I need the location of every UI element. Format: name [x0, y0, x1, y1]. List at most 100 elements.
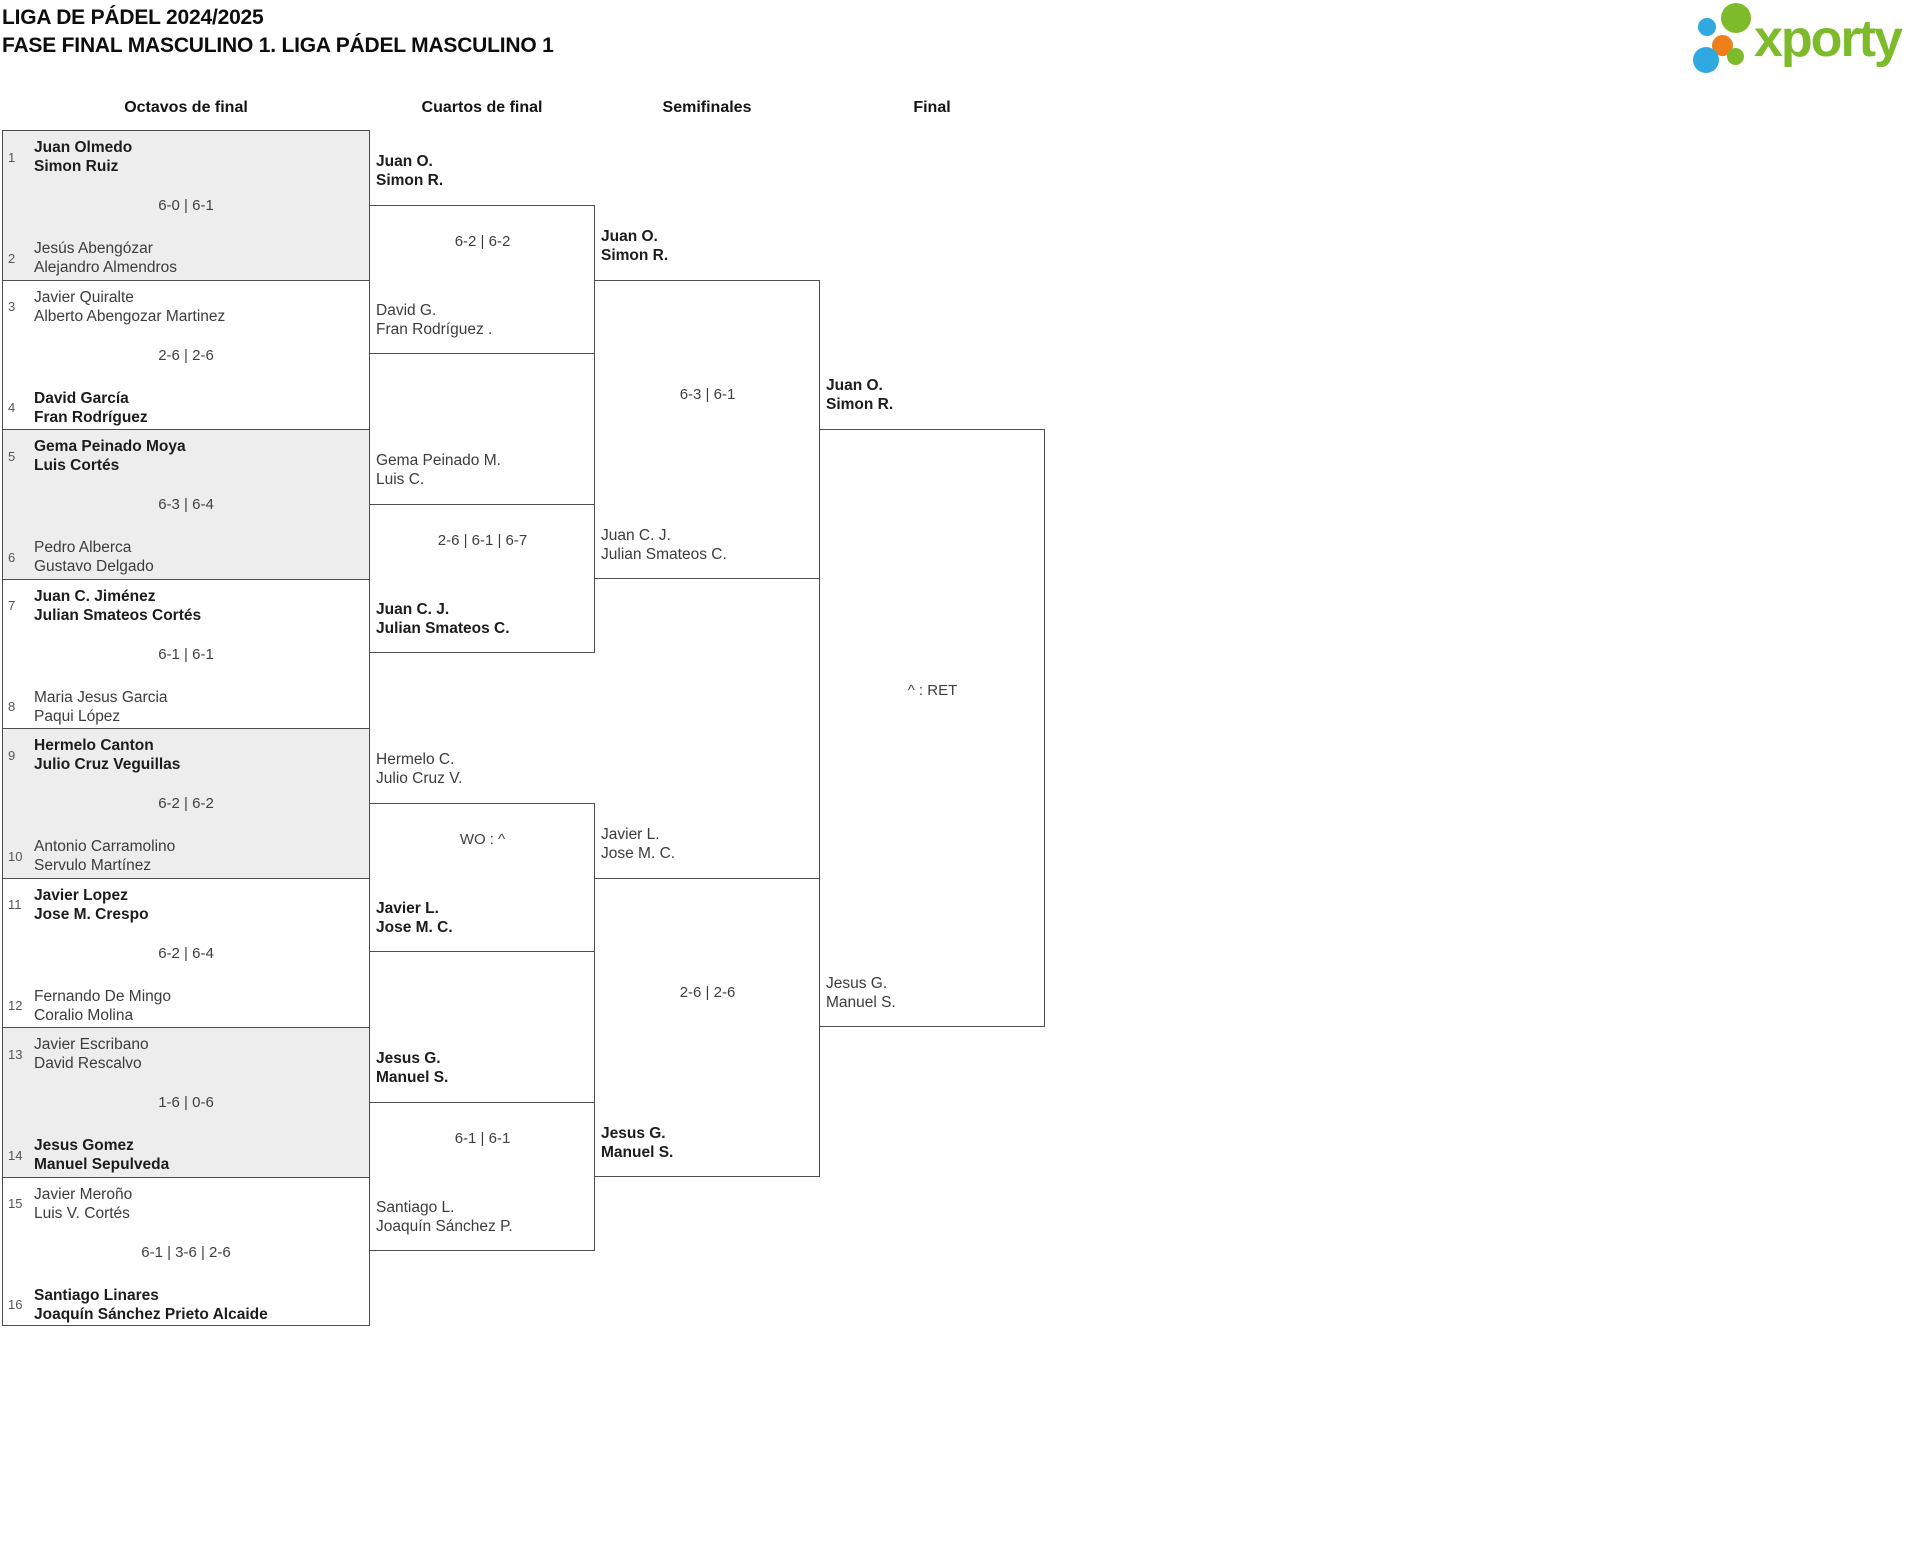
seed-number: 11	[8, 897, 22, 912]
seed-number: 15	[8, 1196, 23, 1211]
advancing-team: David G. Fran Rodríguez .	[376, 298, 492, 339]
team-pair: Santiago Linares Joaquín Sánchez Prieto …	[34, 1286, 363, 1324]
octavos-match-box: 11 Javier Lopez Jose M. Crespo 6-2 | 6-4…	[2, 877, 370, 1027]
player-line: Julio Cruz Veguillas	[34, 756, 181, 773]
advancing-team: Juan C. J. Julian Smateos C.	[601, 523, 727, 564]
advancing-team: Juan C. J. Julian Smateos C.	[376, 597, 510, 638]
round-header-octavos: Octavos de final	[124, 99, 248, 116]
seed-number: 4	[8, 400, 16, 415]
seed-number: 6	[8, 549, 16, 565]
player-line: Fran Rodríguez	[34, 408, 148, 426]
player-line: Jesus G.	[376, 1049, 441, 1067]
advancing-team: Jesus G. Manuel S.	[826, 971, 896, 1012]
quarterfinal-match-box	[369, 1101, 595, 1252]
team-pair: Maria Jesus Garcia Paqui López	[34, 688, 363, 726]
player-line: Jesus G.	[601, 1124, 666, 1142]
octavos-match-box: 3 Javier Quiralte Alberto Abengozar Mart…	[2, 279, 370, 429]
xporty-logo[interactable]: xporty	[1690, 0, 1920, 78]
match-score: 6-3 | 6-1	[679, 386, 736, 403]
advancing-team: Javier L. Jose M. C.	[376, 896, 453, 937]
team-pair: Juan Olmedo Simon Ruiz	[34, 138, 363, 176]
player-line: Gema Peinado Moya	[34, 438, 186, 455]
player-line: Julio Cruz V.	[376, 769, 463, 787]
match-score: 6-0 | 6-1	[158, 197, 214, 214]
page-title: LIGA DE PÁDEL 2024/2025	[2, 6, 264, 29]
round-header-semifinales: Semifinales	[662, 99, 752, 116]
match-score: 2-6 | 6-1 | 6-7	[437, 532, 528, 550]
player-line: Simon R.	[826, 396, 894, 413]
player-line: Jose M. C.	[601, 844, 676, 862]
advancing-team: Juan O. Simon R.	[826, 373, 893, 414]
match-score: 1-6 | 0-6	[158, 1094, 214, 1111]
seed-number: 9	[8, 747, 16, 763]
player-line: Manuel S.	[826, 994, 896, 1011]
player-line: Alberto Abengozar Martinez	[34, 307, 226, 325]
seed-number: 3	[8, 299, 16, 314]
player-line: Juan O.	[601, 227, 658, 245]
player-line: Javier Meroño	[34, 1185, 133, 1203]
player-line: Simon Ruiz	[34, 158, 119, 175]
match-score: 6-1 | 3-6 | 2-6	[141, 1243, 231, 1261]
logo-dot-green-large-icon	[1721, 3, 1751, 33]
player-line: Jesús Abengózar	[34, 240, 153, 257]
player-line: Jose M. Crespo	[34, 905, 149, 923]
match-score: 6-3 | 6-4	[158, 496, 214, 513]
player-line: Juan Olmedo	[34, 139, 133, 156]
team-pair: David García Fran Rodríguez	[34, 389, 363, 427]
advancing-team: Jesus G. Manuel S.	[601, 1121, 673, 1162]
player-line: Manuel S.	[376, 1068, 449, 1086]
player-line: Juan O.	[376, 152, 433, 170]
player-line: Simon R.	[376, 171, 444, 189]
player-line: Gema Peinado M.	[376, 451, 501, 469]
octavos-match-box: 13 Javier Escribano David Rescalvo 1-6 |…	[2, 1027, 370, 1177]
player-line: Javier L.	[376, 900, 439, 918]
team-pair: Javier Meroño Luis V. Cortés	[34, 1185, 363, 1223]
team-pair: Javier Quiralte Alberto Abengozar Martin…	[34, 288, 363, 326]
quarterfinal-match-box	[369, 503, 595, 654]
player-line: Santiago L.	[376, 1199, 455, 1217]
team-pair: Javier Lopez Jose M. Crespo	[34, 886, 363, 924]
match-score: 6-2 | 6-4	[158, 944, 214, 962]
player-line: Pedro Alberca	[34, 539, 132, 556]
round-header-cuartos: Cuartos de final	[421, 99, 543, 116]
octavos-match-box: 7 Juan C. Jiménez Julian Smateos Cortés …	[2, 578, 370, 728]
seed-number: 16	[8, 1297, 23, 1312]
team-pair: Juan C. Jiménez Julian Smateos Cortés	[34, 587, 363, 625]
player-line: Juan C. Jiménez	[34, 587, 156, 605]
player-line: Maria Jesus Garcia	[34, 688, 168, 706]
seed-number: 1	[8, 149, 16, 165]
octavos-match-box: 15 Javier Meroño Luis V. Cortés 6-1 | 3-…	[2, 1176, 370, 1326]
player-line: Juan O.	[826, 377, 883, 394]
advancing-team: Javier L. Jose M. C.	[601, 822, 675, 863]
match-score: 6-1 | 6-1	[454, 1130, 511, 1148]
player-line: Antonio Carramolino	[34, 838, 176, 855]
seed-number: 5	[8, 448, 16, 464]
page-subtitle: FASE FINAL MASCULINO 1. LIGA PÁDEL MASCU…	[2, 34, 554, 57]
player-line: Joaquín Sánchez P.	[376, 1218, 513, 1236]
player-line: Gustavo Delgado	[34, 558, 154, 575]
match-score: 6-2 | 6-2	[454, 233, 511, 251]
player-line: Juan C. J.	[376, 601, 450, 619]
player-line: Manuel Sepulveda	[34, 1156, 170, 1173]
logo-dot-green-small-icon	[1727, 48, 1744, 65]
advancing-team: Gema Peinado M. Luis C.	[376, 448, 501, 489]
logo-dot-blue-large-icon	[1693, 47, 1719, 73]
player-line: Jesus G.	[826, 975, 888, 992]
player-line: Luis V. Cortés	[34, 1204, 130, 1222]
player-line: Simon R.	[601, 246, 669, 264]
player-line: David G.	[376, 302, 437, 320]
player-line: Fernando De Mingo	[34, 987, 171, 1005]
logo-wordmark: xporty	[1754, 10, 1903, 68]
team-pair: Hermelo Canton Julio Cruz Veguillas	[34, 736, 363, 774]
match-score: 6-1 | 6-1	[158, 645, 214, 663]
player-line: Joaquín Sánchez Prieto Alcaide	[34, 1305, 268, 1323]
team-pair: Antonio Carramolino Servulo Martínez	[34, 837, 363, 875]
match-score: WO : ^	[459, 831, 506, 849]
player-line: Jesus Gomez	[34, 1137, 134, 1154]
player-line: Juan C. J.	[601, 526, 671, 544]
player-line: David García	[34, 389, 129, 407]
player-line: Alejandro Almendros	[34, 259, 178, 276]
octavos-match-box: 1 Juan Olmedo Simon Ruiz 6-0 | 6-1 2 Jes…	[2, 130, 370, 280]
player-line: Servulo Martínez	[34, 857, 152, 874]
player-line: Julian Smateos Cortés	[34, 606, 202, 624]
